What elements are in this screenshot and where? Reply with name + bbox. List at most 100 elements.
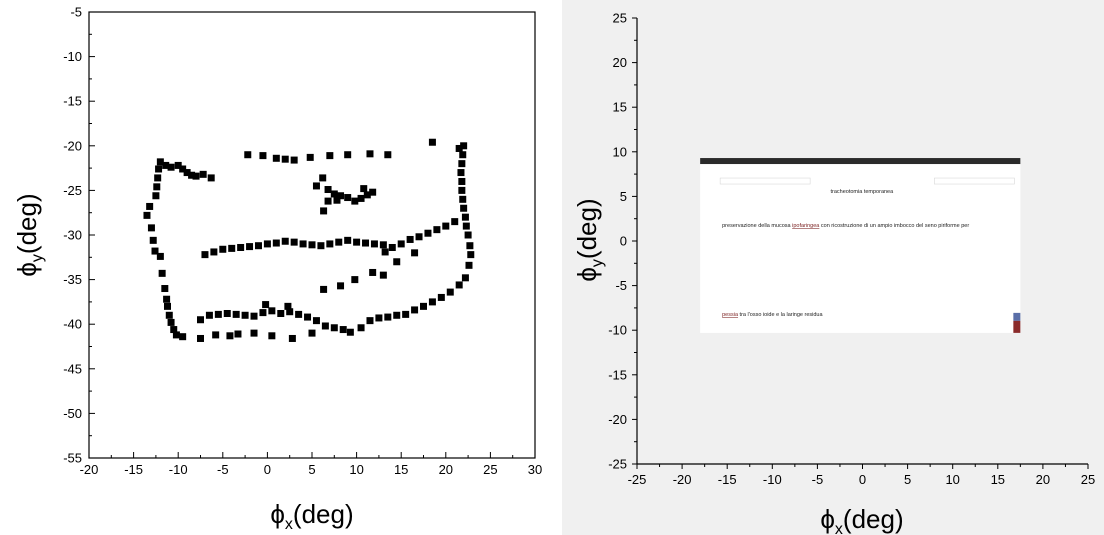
right-x-ticks: -25 -20 -15 -10 -5 0 5 10 15 20 25 — [628, 464, 1095, 487]
scatter-point — [214, 310, 222, 318]
scatter-point — [210, 248, 218, 256]
scatter-point — [344, 151, 352, 159]
scatter-point — [460, 142, 468, 150]
y-tick-label: 0 — [620, 234, 627, 249]
scatter-point — [167, 163, 175, 171]
y-tick-label: -30 — [63, 228, 82, 243]
scatter-point — [337, 192, 345, 200]
y-tick-label: -20 — [608, 412, 627, 427]
x-tick-label: 10 — [945, 472, 959, 487]
x-tick-label: 30 — [528, 462, 542, 477]
scatter-point — [237, 243, 245, 251]
scatter-point — [458, 160, 466, 168]
left-data-points — [143, 138, 475, 342]
scatter-point — [333, 196, 341, 204]
y-tick-label: 25 — [613, 11, 627, 26]
y-tick-label: -40 — [63, 317, 82, 332]
scatter-point — [460, 204, 468, 212]
scatter-point — [246, 243, 254, 251]
scatter-point — [397, 240, 405, 248]
scatter-point — [339, 326, 347, 334]
left-scatter-chart: -20 -15 -10 -5 0 5 10 15 20 25 30 -5-10-15-20-25-3… — [12, 5, 542, 534]
scatter-point — [381, 248, 389, 256]
scatter-point — [268, 307, 276, 315]
scatter-point — [457, 169, 465, 177]
scatter-point — [330, 190, 338, 198]
y-tick-label: -15 — [63, 94, 82, 109]
scatter-point — [272, 154, 280, 162]
scatter-point — [337, 282, 345, 290]
scatter-point — [179, 165, 187, 173]
scatter-point — [324, 197, 332, 205]
scatter-point — [362, 239, 370, 247]
scatter-point — [344, 194, 352, 202]
scatter-point — [284, 302, 292, 310]
scatter-point — [415, 233, 423, 241]
scatter-point — [351, 197, 359, 205]
scatter-point — [455, 281, 463, 289]
scatter-point — [344, 236, 352, 244]
y-tick-label: 15 — [613, 100, 627, 115]
scatter-point — [299, 240, 307, 248]
left-x-axis-title: ϕx(deg) — [270, 499, 353, 533]
scatter-point — [455, 144, 463, 152]
scatter-point — [459, 195, 467, 203]
scatter-point — [295, 310, 303, 318]
y-tick-label: -45 — [63, 361, 82, 376]
left-y-ticks: -5 -10 -15 -20 -25 -30 -35 -40 -45 -50 -55 — [63, 5, 95, 466]
scatter-point — [366, 317, 374, 325]
scatter-point — [384, 313, 392, 321]
y-tick-label: -10 — [608, 323, 627, 338]
scatter-point — [151, 247, 159, 255]
scatter-point — [156, 252, 164, 260]
x-tick-label: -15 — [124, 462, 143, 477]
right-x-axis-title: ϕx(deg) — [820, 504, 903, 535]
scatter-point — [163, 295, 171, 303]
y-tick-label: -10 — [63, 49, 82, 64]
scatter-point — [393, 258, 401, 266]
scatter-point — [250, 329, 258, 337]
scatter-point — [324, 186, 332, 194]
y-tick-label: -5 — [70, 5, 82, 20]
scatter-point — [170, 326, 178, 334]
document-form-field — [719, 177, 811, 185]
x-tick-label: -10 — [169, 462, 188, 477]
scatter-point — [406, 235, 414, 243]
scatter-point — [259, 152, 267, 160]
scatter-point — [183, 169, 191, 177]
document-line-3: pessia tra l'osso ioide e la laringe res… — [722, 312, 823, 318]
scatter-point — [226, 332, 234, 340]
scatter-point — [161, 285, 169, 293]
document-toolbar-bar — [700, 158, 1021, 165]
scatter-point — [241, 311, 249, 319]
scatter-point — [326, 152, 334, 160]
document-line-2: preservazione della mucosa ipofaringea c… — [722, 223, 969, 229]
x-tick-label: 10 — [349, 462, 363, 477]
scatter-point — [360, 185, 368, 193]
scatter-point — [357, 324, 365, 332]
scatter-point — [165, 311, 173, 319]
x-tick-label: 15 — [394, 462, 408, 477]
x-tick-label: 5 — [904, 472, 911, 487]
scatter-point — [205, 311, 213, 319]
scatter-point — [465, 261, 473, 269]
y-tick-label: 5 — [620, 189, 627, 204]
scatter-point — [304, 313, 312, 321]
right-y-ticks: 25 20 15 10 5 0 -5 -10 -15 -20 -25 — [608, 11, 637, 472]
scatter-point — [158, 269, 166, 277]
y-tick-label: -50 — [63, 406, 82, 421]
scatter-point — [442, 222, 450, 230]
y-tick-label: -25 — [608, 457, 627, 472]
scatter-point — [223, 309, 231, 317]
x-tick-label: -25 — [628, 472, 647, 487]
scatter-point — [143, 211, 151, 219]
x-tick-label: -5 — [217, 462, 229, 477]
scatter-point — [462, 222, 470, 230]
x-tick-label: 25 — [1081, 472, 1095, 487]
scatter-point — [197, 316, 204, 324]
scatter-point — [146, 202, 154, 210]
y-tick-label: -5 — [615, 278, 627, 293]
scatter-point — [320, 285, 328, 293]
scatter-point — [411, 249, 419, 257]
